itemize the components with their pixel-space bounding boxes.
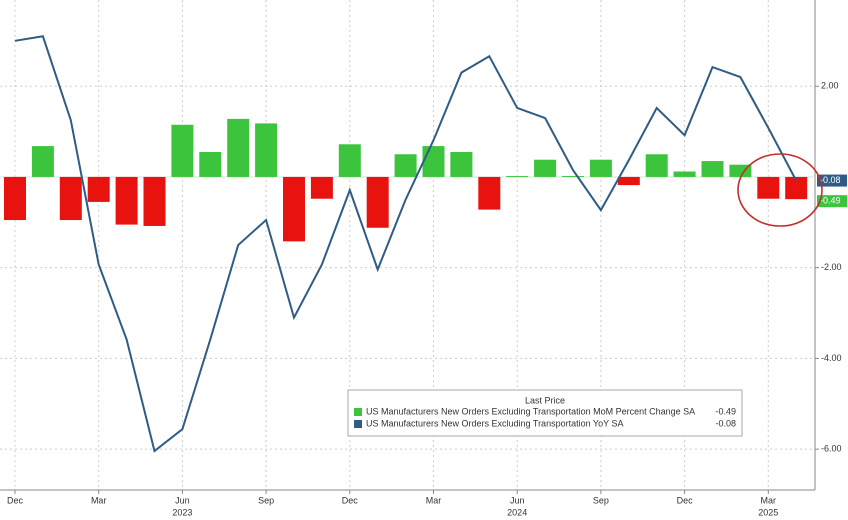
- bar: [283, 176, 305, 242]
- legend-value: -0.08: [715, 418, 736, 428]
- bar: [701, 161, 724, 177]
- bar: [171, 124, 194, 177]
- x-year-label: 2025: [758, 507, 778, 517]
- bar: [143, 176, 166, 226]
- x-tick-label: Jun: [175, 495, 190, 505]
- marks: -0.49 -0.08: [4, 35, 847, 453]
- legend-title: Last Price: [525, 395, 565, 405]
- bar: [450, 151, 473, 177]
- y-tick-label: -2.00: [821, 262, 842, 272]
- bar: [785, 176, 808, 200]
- bar: [4, 176, 26, 221]
- legend-label: US Manufacturers New Orders Excluding Tr…: [366, 418, 623, 428]
- bar: [422, 146, 445, 177]
- bar: [673, 171, 696, 177]
- bar: [227, 118, 250, 177]
- bar: [59, 176, 82, 221]
- highlight-circle: [737, 153, 823, 227]
- legend-swatch: [354, 408, 362, 416]
- bar: [534, 159, 557, 177]
- bar: [478, 176, 501, 210]
- bar: [757, 176, 780, 199]
- y-tick-label: -4.00: [821, 353, 842, 363]
- x-tick-label: Dec: [342, 495, 359, 505]
- legend-value: -0.49: [715, 406, 736, 416]
- x-tick-label: Mar: [761, 495, 777, 505]
- x-tick-label: Dec: [677, 495, 694, 505]
- x-tick-label: Dec: [7, 495, 24, 505]
- legend-label: US Manufacturers New Orders Excluding Tr…: [366, 406, 695, 416]
- bar: [115, 176, 138, 225]
- y-tick-label: 2.00: [821, 81, 839, 91]
- value-tag: [817, 174, 847, 187]
- bar: [589, 159, 612, 177]
- legend: Last Price US Manufacturers New Orders E…: [347, 389, 743, 437]
- y-tick-label: -6.00: [821, 444, 842, 454]
- bar: [562, 176, 584, 177]
- bar: [310, 176, 333, 199]
- x-year-label: 2024: [507, 507, 527, 517]
- bar: [394, 154, 417, 177]
- bar: [366, 176, 389, 228]
- x-tick-label: Mar: [426, 495, 442, 505]
- x-tick-label: Sep: [258, 495, 274, 505]
- bar: [255, 123, 278, 177]
- bar: [31, 146, 54, 177]
- bar: [87, 176, 110, 202]
- bar: [645, 154, 668, 177]
- line: [14, 35, 798, 453]
- legend-swatch: [354, 420, 362, 428]
- bar: [199, 151, 222, 177]
- x-tick-label: Sep: [593, 495, 609, 505]
- x-year-label: 2023: [172, 507, 192, 517]
- legend-box: [347, 389, 743, 437]
- value-tag-label: -0.49: [820, 196, 841, 206]
- value-tag: [817, 195, 847, 208]
- value-tag-label: -0.08: [820, 175, 841, 185]
- x-tick-label: Jun: [510, 495, 525, 505]
- bar: [617, 176, 640, 186]
- bar: [506, 176, 529, 177]
- bar: [338, 144, 361, 177]
- x-tick-label: Mar: [91, 495, 107, 505]
